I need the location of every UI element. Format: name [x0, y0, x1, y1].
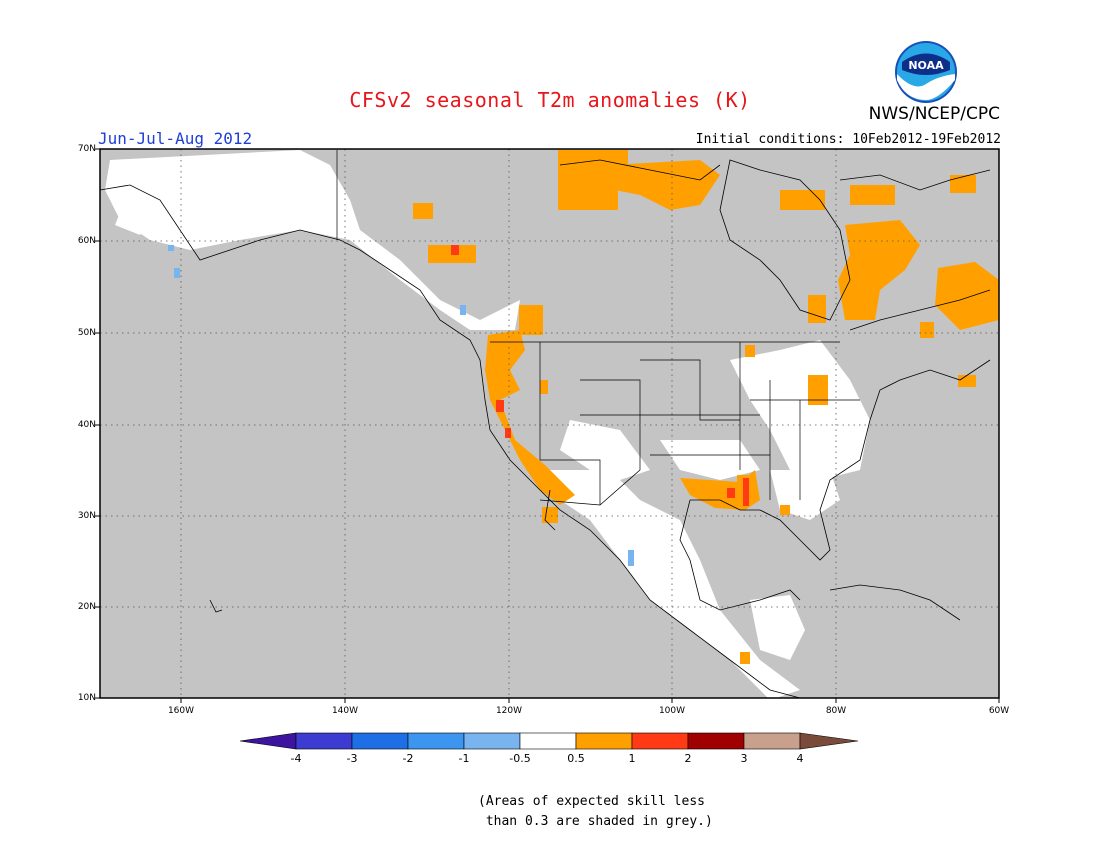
- colorbar-segment-p05: [575, 732, 633, 750]
- colorbar-tick: -4: [290, 752, 302, 765]
- colorbar-segment-m3: [351, 732, 409, 750]
- colorbar-tick: 3: [740, 752, 748, 765]
- lon-label-120w: 120W: [495, 706, 523, 716]
- lon-label-140w: 140W: [331, 706, 359, 716]
- noaa-logo-icon: NOAA: [895, 41, 957, 103]
- colorbar-segment-m1: [463, 732, 521, 750]
- lat-label-10n: 10N: [77, 693, 96, 703]
- colorbar-tick: 2: [684, 752, 692, 765]
- lat-label-60n: 60N: [77, 236, 96, 246]
- lon-label-60w: 60W: [988, 706, 1010, 716]
- lon-label-80w: 80W: [825, 706, 847, 716]
- colorbar-tick: -3: [346, 752, 358, 765]
- coastlines: [100, 159, 991, 698]
- map-gridlines: [100, 149, 999, 698]
- axis-ticks: [95, 148, 1000, 703]
- organization-label: NWS/NCEP/CPC: [868, 104, 1000, 124]
- colorbar-segment-neutral: [519, 732, 577, 750]
- political-boundaries: [336, 150, 860, 506]
- neutral-anomaly-regions: [105, 150, 870, 698]
- colorbar-tick: 4: [796, 752, 804, 765]
- season-label: Jun-Jul-Aug 2012: [98, 129, 253, 148]
- svg-text:NOAA: NOAA: [908, 59, 944, 72]
- lat-label-30n: 30N: [77, 511, 96, 521]
- lat-label-50n: 50N: [77, 328, 96, 338]
- lon-label-100w: 100W: [658, 706, 686, 716]
- map-frame: [99, 148, 1000, 699]
- skill-note: (Areas of expected skill less than 0.3 a…: [478, 794, 713, 829]
- colorbar-tick: 0.5: [567, 752, 585, 765]
- colorbar-segment-p2: [687, 732, 745, 750]
- warm-anomaly-cells: [413, 150, 999, 664]
- colorbar-segment-p1: [631, 732, 689, 750]
- colorbar-tick: -0.5: [509, 752, 531, 765]
- lon-label-160w: 160W: [167, 706, 195, 716]
- strong-warm-anomaly-cells: [451, 245, 749, 506]
- colorbar-segment-p3: [743, 732, 801, 750]
- colorbar-low-arrow: [239, 732, 297, 750]
- initial-conditions-label: Initial conditions: 10Feb2012-19Feb2012: [695, 132, 1001, 147]
- colorbar-segment-m2: [407, 732, 465, 750]
- colorbar-tick: -2: [402, 752, 414, 765]
- colorbar-tick: 1: [628, 752, 636, 765]
- cool-anomaly-cells: [168, 245, 634, 566]
- colorbar-segment-m4: [295, 732, 353, 750]
- colorbar-tick: -1: [458, 752, 470, 765]
- lat-label-40n: 40N: [77, 420, 96, 430]
- lat-label-20n: 20N: [77, 602, 96, 612]
- lat-label-70n: 70N: [77, 144, 96, 154]
- colorbar-high-arrow: [799, 732, 859, 750]
- map-title: CFSv2 seasonal T2m anomalies (K): [349, 88, 751, 112]
